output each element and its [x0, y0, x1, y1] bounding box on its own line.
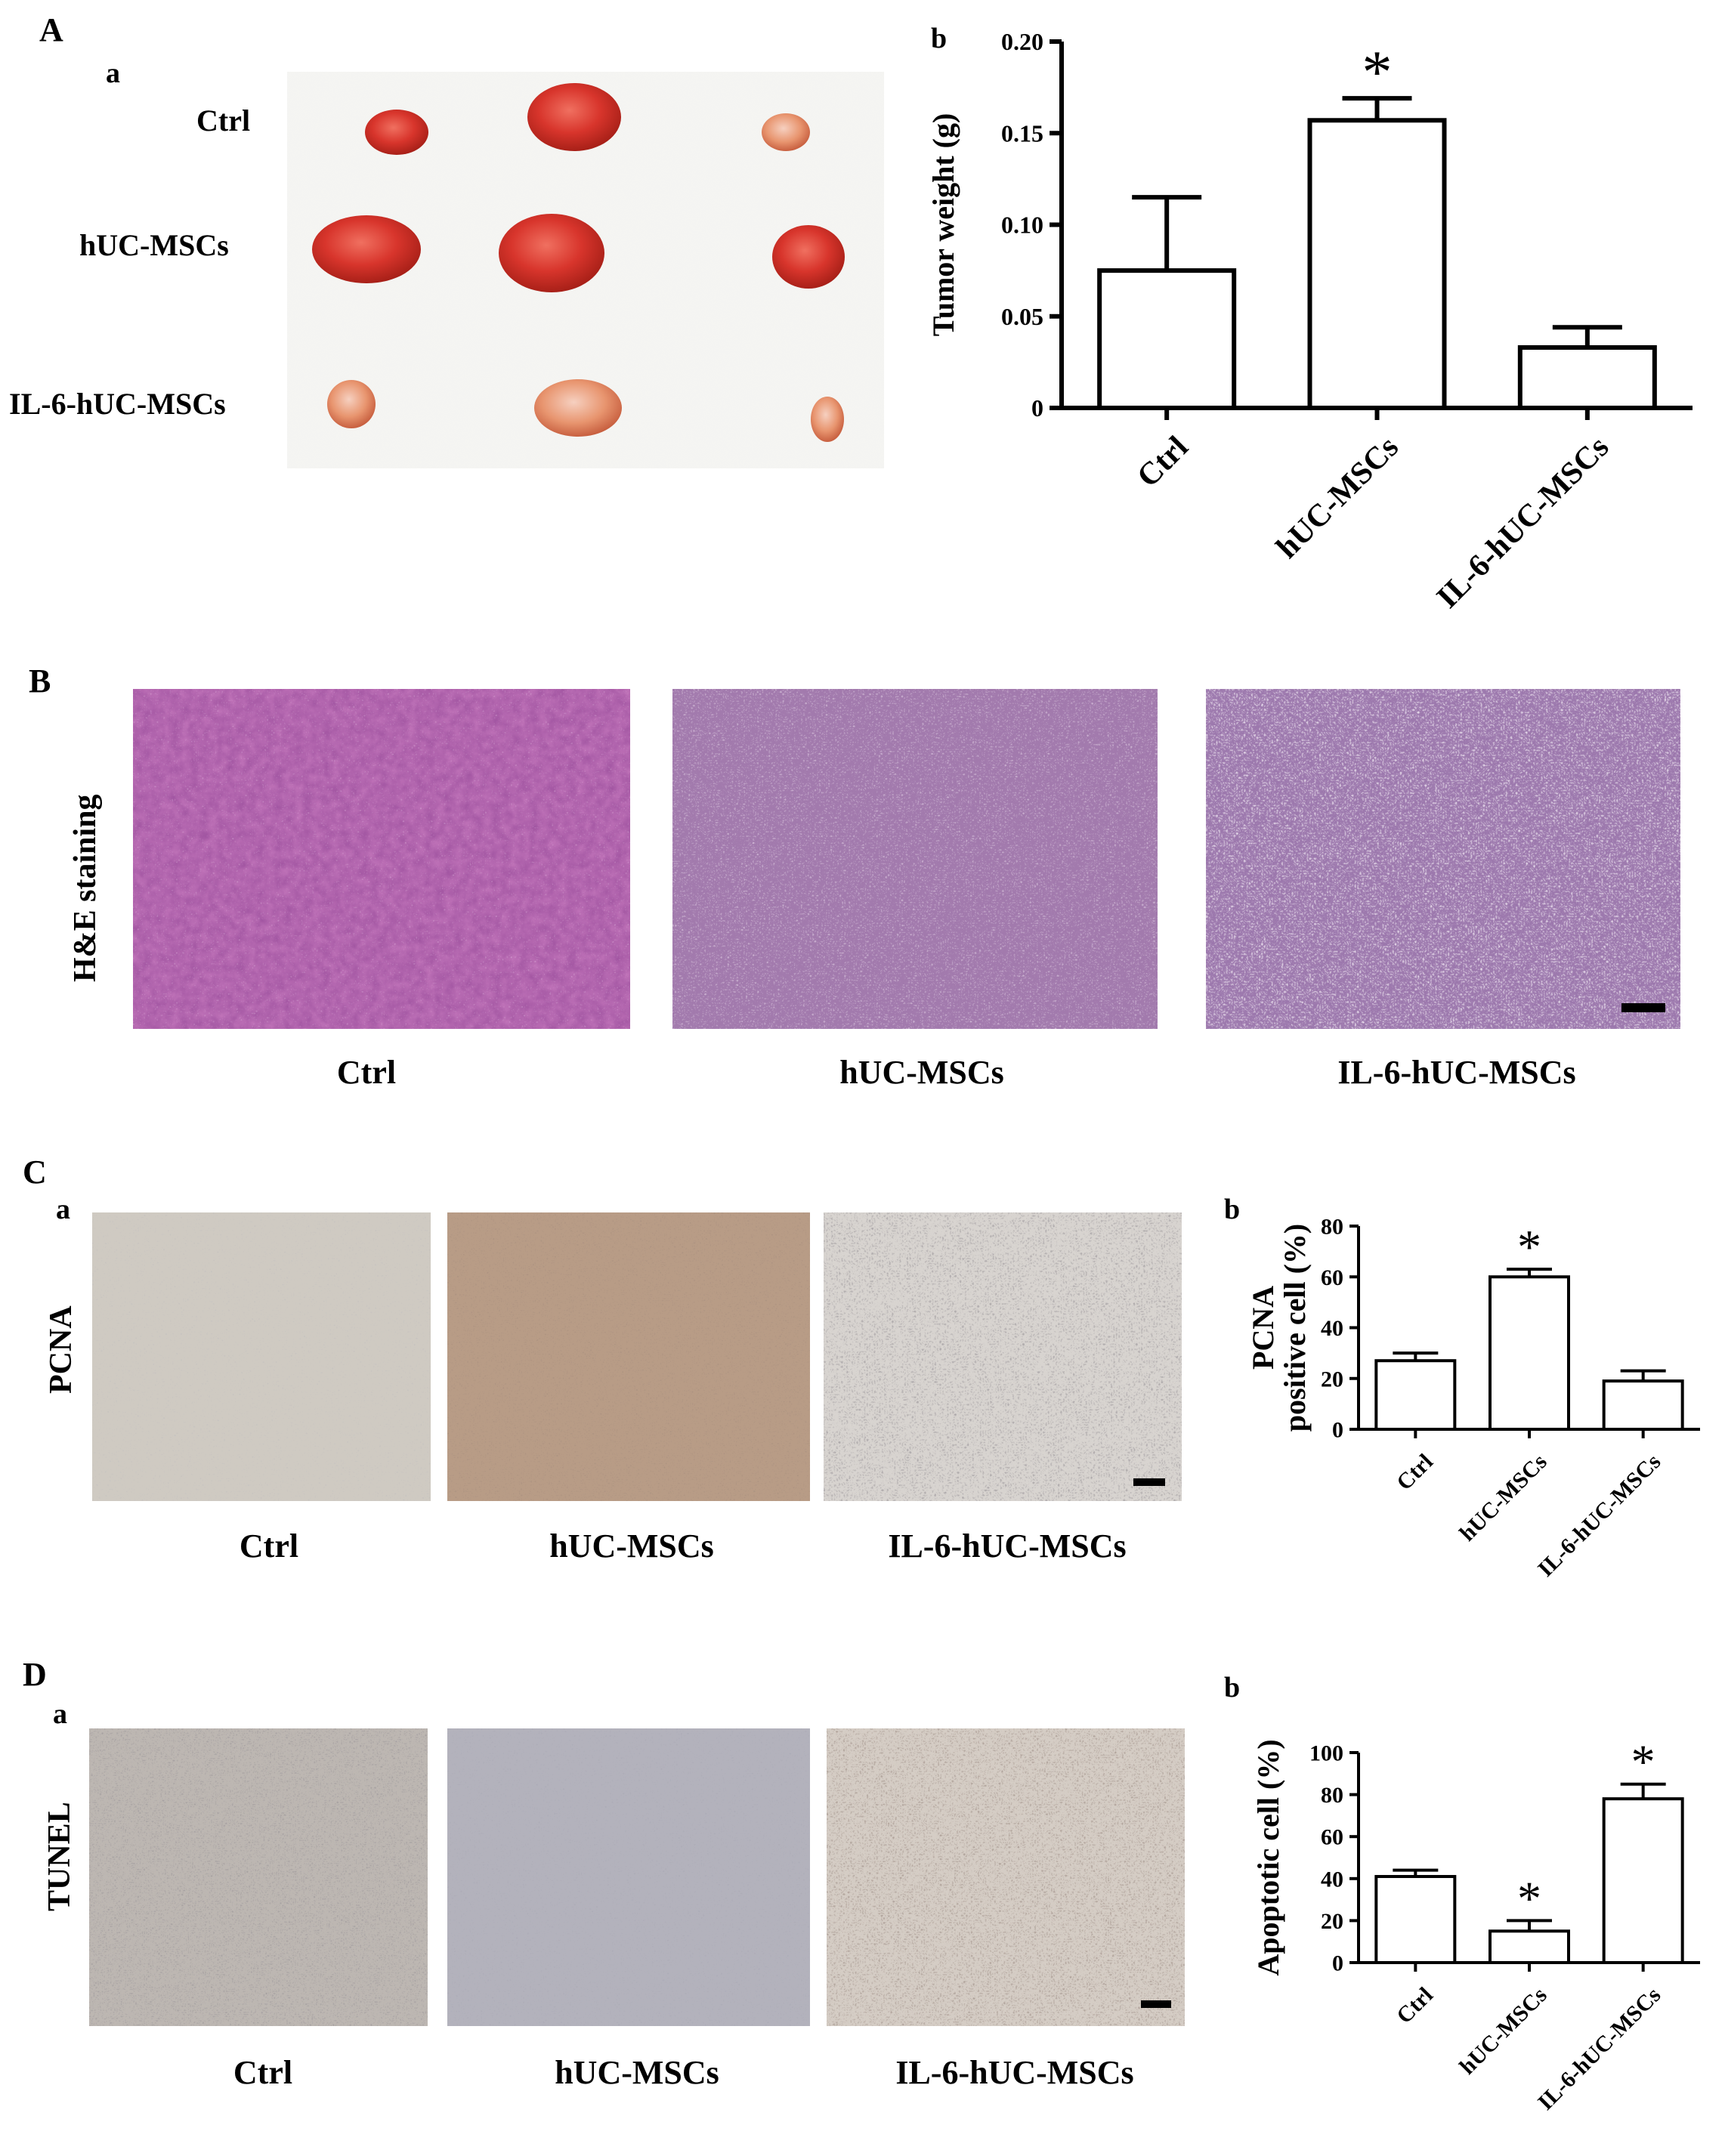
bar-Ctrl [1097, 268, 1237, 410]
panel-letter-C: C [23, 1154, 47, 1191]
tunel-caption-il6-huc-mscs: IL-6-hUC-MSCs [895, 2054, 1134, 2091]
y-tick-label: 40 [1321, 1316, 1343, 1341]
he-caption-huc-mscs: hUC-MSCs [839, 1054, 1004, 1091]
he-image-huc-mscs [672, 689, 1158, 1029]
subpanel-letter-D-a: a [53, 1698, 67, 1730]
row-label-il6-huc-mscs: IL-6-hUC-MSCs [9, 387, 226, 421]
he-caption-ctrl: Ctrl [336, 1054, 397, 1091]
bar-hUC-MSCs [1489, 1929, 1570, 1964]
y-tick-label: 20 [1321, 1909, 1343, 1934]
he-image-il6-huc-mscs [1206, 689, 1680, 1029]
y-tick-label: 0.10 [1001, 212, 1043, 239]
panel-letter-A: A [39, 11, 63, 48]
y-tick-label: 80 [1321, 1215, 1343, 1240]
bar-hUC-MSCs [1307, 118, 1447, 410]
y-tick-label: 0 [1332, 1951, 1343, 1976]
subpanel-letter-C-a: a [56, 1194, 70, 1225]
category-label: IL-6-hUC-MSCs [1533, 1982, 1665, 2114]
y-tick-label: 0 [1332, 1418, 1343, 1443]
y-tick-label: 40 [1321, 1867, 1343, 1892]
category-label: Ctrl [1130, 430, 1195, 494]
apoptosis-chart: 0 20 40 60 80 100 Ctrl * hUC-MSCs * IL-6-hUC-MSCs A… [1251, 1735, 1700, 2115]
scale-bar [1141, 2000, 1171, 2008]
scale-bar [1621, 1003, 1665, 1012]
bar-IL-6-hUC-MSCs [1602, 1379, 1684, 1432]
subpanel-letter-C-b: b [1224, 1194, 1241, 1225]
y-axis-label: Apoptotic cell (%) [1251, 1739, 1285, 1975]
significance-star: * [1517, 1871, 1541, 1925]
y-tick-label: 60 [1321, 1825, 1343, 1850]
category-label: hUC-MSCs [1270, 430, 1405, 565]
pcna-image-huc-mscs [447, 1212, 810, 1501]
y-axis-label: Tumor weight (g) [926, 113, 960, 337]
significance-star: * [1631, 1735, 1655, 1789]
subpanel-letter-A-a: a [106, 57, 120, 89]
category-label: hUC-MSCs [1455, 1982, 1551, 2079]
panel-letter-D: D [23, 1656, 47, 1693]
y-tick-label: 80 [1321, 1783, 1343, 1808]
bar-IL-6-hUC-MSCs [1602, 1797, 1684, 1964]
tunel-label: TUNEL [42, 1802, 77, 1911]
bar-Ctrl [1374, 1875, 1457, 1965]
y-tick-label: 100 [1309, 1741, 1343, 1766]
y-tick-label: 0.15 [1001, 119, 1043, 147]
bar-Ctrl [1374, 1359, 1457, 1431]
y-tick-label: 0.20 [1001, 28, 1043, 55]
pcna-caption-il6-huc-mscs: IL-6-hUC-MSCs [888, 1527, 1127, 1564]
category-label: Ctrl [1392, 1982, 1438, 2028]
pcna-caption-ctrl: Ctrl [239, 1527, 299, 1564]
row-label-ctrl: Ctrl [196, 103, 251, 137]
y-tick-label: 20 [1321, 1367, 1343, 1392]
tumor-photo [287, 72, 884, 468]
y-axis-label: PCNA [1246, 1286, 1280, 1370]
y-tick-label: 0.05 [1001, 303, 1043, 330]
tunel-caption-ctrl: Ctrl [233, 2054, 293, 2091]
y-axis-label: positive cell (%) [1278, 1224, 1312, 1432]
he-image-ctrl [133, 689, 630, 1029]
significance-star: * [1362, 39, 1393, 106]
subpanel-letter-A-b: b [931, 23, 948, 54]
pcna-image-il6-huc-mscs [824, 1212, 1182, 1501]
pcna-caption-huc-mscs: hUC-MSCs [549, 1527, 714, 1564]
he-caption-il6-huc-mscs: IL-6-hUC-MSCs [1337, 1054, 1576, 1091]
tunel-image-il6-huc-mscs [827, 1728, 1185, 2026]
bar-IL-6-hUC-MSCs [1517, 344, 1657, 411]
tunel-caption-huc-mscs: hUC-MSCs [555, 2054, 719, 2091]
bar-hUC-MSCs [1489, 1275, 1570, 1431]
category-label: IL-6-hUC-MSCs [1430, 430, 1615, 615]
category-label: hUC-MSCs [1455, 1449, 1551, 1546]
row-label-huc-mscs: hUC-MSCs [79, 228, 229, 262]
he-staining-label: H&E staining [68, 794, 103, 982]
panel-letter-B: B [29, 663, 51, 700]
scale-bar [1133, 1478, 1165, 1486]
tunel-image-ctrl [89, 1728, 428, 2026]
tunel-image-huc-mscs [447, 1728, 810, 2026]
y-tick-label: 60 [1321, 1265, 1343, 1290]
pcna-image-ctrl [92, 1212, 431, 1501]
significance-star: * [1517, 1220, 1541, 1274]
y-tick-label: 0 [1031, 394, 1043, 422]
pcna-label: PCNA [44, 1305, 79, 1394]
category-label: IL-6-hUC-MSCs [1533, 1449, 1665, 1581]
subpanel-letter-D-b: b [1224, 1672, 1241, 1703]
category-label: Ctrl [1392, 1449, 1438, 1495]
tumor-weight-chart: 0 0.05 0.10 0.15 0.20 Ctrl * hUC-MSCs IL-6-hUC-M… [926, 28, 1693, 615]
